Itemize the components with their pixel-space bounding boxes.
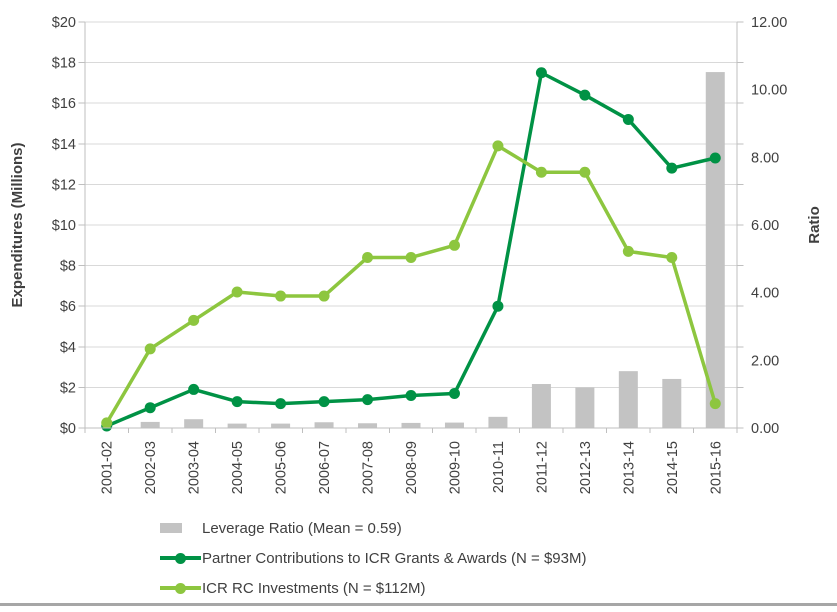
partner-contributions-point [492, 300, 504, 312]
x-axis-category-label: 2008-09 [404, 441, 420, 494]
partner-contributions-point [448, 387, 460, 399]
left-axis-tick-label: $16 [52, 96, 76, 112]
leverage-ratio-bar [531, 384, 551, 428]
x-axis-category-label: 2015-16 [708, 441, 724, 494]
legend-item-partner-contributions: Partner Contributions to ICR Grants & Aw… [160, 548, 586, 568]
icr-rc-investments-point [362, 251, 374, 263]
leverage-bar-swatch-cell [160, 521, 202, 535]
leverage-ratio-bar [358, 423, 378, 428]
x-axis-category-label: 2001-02 [100, 441, 116, 494]
legend-label-leverage-ratio: Leverage Ratio (Mean = 0.59) [202, 519, 402, 537]
right-axis-tick-label: 4.00 [751, 286, 779, 302]
x-axis-category-label: 2002-03 [143, 441, 159, 494]
x-axis-category-label: 2011-12 [534, 441, 550, 493]
leverage-ratio-bar [444, 422, 464, 428]
left-axis-tick-label: $8 [60, 259, 76, 275]
x-axis-category-label: 2014-15 [665, 441, 681, 494]
left-axis-tick-label: $6 [60, 299, 76, 315]
partner-contributions-point [188, 383, 200, 395]
legend-label-partner-contributions: Partner Contributions to ICR Grants & Aw… [202, 549, 587, 567]
leverage-ratio-bar [575, 387, 595, 428]
leverage-ratio-bar [618, 371, 638, 428]
partner-contributions-point [231, 396, 243, 408]
line-dot-icon [175, 582, 186, 594]
line-dot-icon [175, 552, 186, 564]
partner-contributions-point [666, 162, 678, 174]
legend-item-leverage-ratio: Leverage Ratio (Mean = 0.59) [160, 518, 402, 538]
right-axis-tick-label: 6.00 [751, 218, 779, 234]
icr-rc-investments-point [318, 290, 330, 302]
left-axis-tick-label: $2 [60, 380, 76, 396]
icr-rc-investments-point [448, 239, 460, 251]
leverage-ratio-bar [314, 422, 334, 428]
partner-contributions-point [275, 398, 287, 410]
x-axis-category-label: 2013-14 [621, 441, 637, 494]
partner-contributions-point [318, 396, 330, 408]
right-axis-title: Ratio [806, 206, 823, 244]
partner-contributions-point [622, 113, 634, 125]
icr-rc-investments-point [492, 140, 504, 152]
left-axis-tick-label: $10 [52, 218, 76, 234]
partner-contributions-point [362, 394, 374, 406]
left-axis-tick-label: $12 [52, 177, 76, 193]
icr-rc-investments-point [144, 343, 156, 355]
icr-line-swatch-cell [160, 581, 202, 595]
icr-rc-investments-point [579, 166, 591, 178]
left-axis-tick-label: $4 [60, 340, 76, 356]
x-axis-category-label: 2012-13 [578, 441, 594, 494]
partner-contributions-point [709, 152, 721, 164]
partner-contributions-point [535, 67, 547, 79]
icr-rc-investments-point [275, 290, 287, 302]
x-axis-category-label: 2007-08 [361, 441, 377, 494]
left-axis-tick-label: $0 [60, 421, 76, 437]
leverage-ratio-bar [488, 416, 508, 428]
x-axis-category-label: 2003-04 [187, 441, 203, 494]
x-axis-category-label: 2010-11 [491, 441, 507, 493]
partner-line-swatch-cell [160, 551, 202, 565]
x-axis-category-label: 2009-10 [447, 441, 463, 494]
x-axis-category-label: 2006-07 [317, 441, 333, 494]
icr-rc-investments-point [405, 251, 417, 263]
bottom-divider [0, 603, 837, 606]
leverage-ratio-bar [184, 419, 204, 428]
right-axis-tick-label: 2.00 [751, 353, 779, 369]
left-axis-tick-label: $14 [52, 137, 76, 153]
right-axis-tick-label: 12.00 [751, 15, 787, 31]
icr-rc-investments-point [101, 417, 113, 429]
x-axis-category-label: 2004-05 [230, 441, 246, 494]
leverage-ratio-bar [662, 378, 682, 428]
leverage-ratio-bar [271, 423, 291, 428]
right-axis-tick-label: 0.00 [751, 421, 779, 437]
right-axis-tick-label: 8.00 [751, 150, 779, 166]
leverage-ratio-bar [227, 423, 247, 428]
partner-contributions-point [144, 402, 156, 414]
left-axis-tick-label: $18 [52, 56, 76, 72]
partner-contributions-point [405, 390, 417, 402]
icr-rc-investments-point [666, 251, 678, 263]
icr-rc-investments-point [709, 398, 721, 410]
icr-rc-investments-point [622, 245, 634, 257]
leverage-ratio-bar [705, 72, 725, 428]
partner-contributions-point [579, 89, 591, 101]
icr-rc-investments-point [535, 166, 547, 178]
bar-swatch-icon [160, 523, 182, 533]
legend-label-icr-rc-investments: ICR RC Investments (N = $112M) [202, 579, 426, 597]
left-axis-title: Expenditures (Millions) [9, 142, 26, 308]
left-axis-tick-label: $20 [52, 15, 76, 31]
x-axis-category-label: 2005-06 [274, 441, 290, 494]
leverage-ratio-bar [401, 422, 421, 428]
icr-rc-investments-point [231, 286, 243, 298]
icr-rc-investments-point [188, 314, 200, 326]
leverage-ratio-bar [140, 421, 160, 428]
right-axis-tick-label: 10.00 [751, 83, 787, 99]
legend-item-icr-rc-investments: ICR RC Investments (N = $112M) [160, 578, 426, 598]
